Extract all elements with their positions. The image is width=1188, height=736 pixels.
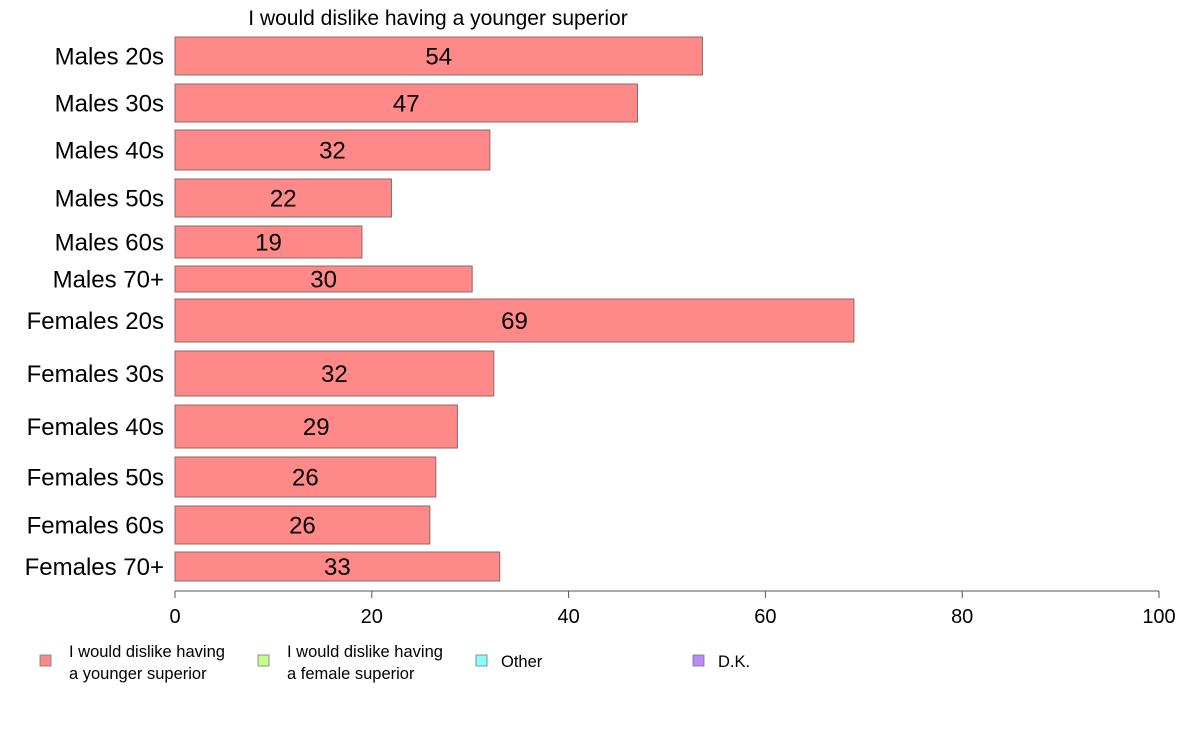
bar-value-label: 29: [303, 414, 330, 441]
category-label: Males 70+: [53, 267, 164, 294]
bar: [174, 129, 491, 171]
x-tick-label: 100: [1142, 606, 1175, 628]
category-label: Females 30s: [27, 361, 164, 388]
legend-label: Other: [501, 653, 543, 671]
bar-value-label: 19: [255, 230, 282, 257]
bar: [174, 505, 431, 545]
bar-value-label: 32: [319, 138, 346, 165]
bars-group: 54 Males 20s 47 Males 30s 32 Males 40s 22 Males…: [25, 36, 855, 582]
x-tick-label: 60: [754, 606, 776, 628]
category-label: Males 30s: [55, 91, 164, 118]
bar: [174, 265, 473, 293]
category-label: Males 40s: [55, 138, 164, 165]
bar-value-label: 30: [310, 267, 337, 294]
bar: [174, 404, 458, 449]
legend-swatch: [692, 654, 705, 667]
bar-value-label: 32: [321, 361, 348, 388]
bar-value-label: 47: [393, 91, 420, 118]
bar: [174, 83, 638, 123]
bar-value-label: 26: [289, 513, 316, 540]
x-tick-label: 0: [169, 606, 180, 628]
category-label: Males 20s: [55, 44, 164, 71]
legend-label: I would dislike having: [69, 643, 225, 661]
bar-value-label: 22: [270, 186, 297, 213]
bar: [174, 551, 501, 582]
bar-value-label: 69: [501, 308, 528, 335]
legend: I would dislike having a younger superior…: [39, 643, 750, 683]
bar-value-label: 26: [292, 465, 319, 492]
bar: [174, 36, 703, 76]
x-tick-label: 40: [557, 606, 579, 628]
bar-value-label: 33: [324, 554, 351, 581]
legend-label: a female superior: [287, 665, 415, 683]
category-label: Females 40s: [27, 414, 164, 441]
category-label: Females 70+: [25, 554, 164, 581]
legend-swatch: [257, 654, 270, 667]
bar: [174, 178, 392, 218]
category-label: Females 60s: [27, 513, 164, 540]
legend-label: a younger superior: [69, 665, 207, 683]
legend-swatch: [39, 654, 52, 667]
category-label: Females 20s: [27, 308, 164, 335]
category-label: Males 50s: [55, 186, 164, 213]
x-axis: 0 20 40 60 80 100: [169, 590, 1176, 628]
legend-swatch: [475, 654, 488, 667]
x-tick-label: 80: [951, 606, 973, 628]
bar-value-label: 54: [425, 44, 452, 71]
category-label: Females 50s: [27, 465, 164, 492]
legend-label: D.K.: [718, 653, 750, 671]
legend-label: I would dislike having: [287, 643, 443, 661]
bar: [174, 225, 363, 259]
x-tick-label: 20: [361, 606, 383, 628]
bar: [174, 456, 437, 498]
chart-title: I would dislike having a younger superio…: [248, 7, 627, 30]
bar: [174, 350, 495, 397]
bar: [174, 298, 855, 343]
category-label: Males 60s: [55, 230, 164, 257]
